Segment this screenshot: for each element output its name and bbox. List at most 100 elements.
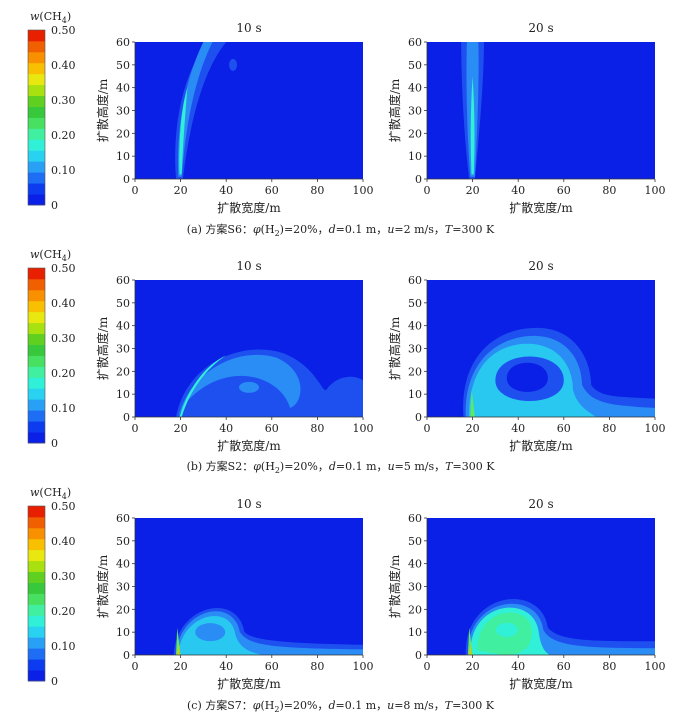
contour-region bbox=[177, 643, 180, 655]
contour-region bbox=[176, 627, 181, 655]
plot-background bbox=[135, 42, 363, 179]
y-tick-label: 50 bbox=[116, 59, 130, 72]
colorbar-tick-label: 0.50 bbox=[51, 500, 76, 513]
colorbar-swatch bbox=[28, 139, 45, 151]
caption-b: (b) 方案S2：φ(H2)=20%，d=0.1 m，u=5 m/s，T=300… bbox=[186, 460, 495, 476]
contour-blob bbox=[239, 381, 259, 393]
panel-title: 20 s bbox=[528, 497, 553, 511]
colorbar-tick-label: 0.40 bbox=[51, 59, 76, 72]
colorbar-tick-label: 0.10 bbox=[51, 402, 76, 415]
y-tick-label: 20 bbox=[116, 127, 130, 140]
colorbar-b: 0.50 0.40 0.30 0.20 0.10 0 w(CH4) bbox=[27, 248, 76, 450]
colorbar-swatch bbox=[28, 388, 45, 400]
x-tick-label: 40 bbox=[219, 660, 233, 673]
y-tick-label: 30 bbox=[116, 105, 130, 118]
contour-region bbox=[178, 354, 301, 417]
colorbar-swatch bbox=[28, 333, 45, 345]
y-tick-label: 10 bbox=[408, 626, 422, 639]
panel-title: 10 s bbox=[236, 259, 261, 273]
plot-background bbox=[427, 42, 655, 179]
colorbar-a: 0.50 0.40 0.30 0.20 0.10 0 w(CH4) bbox=[27, 10, 76, 212]
colorbar-swatch bbox=[28, 615, 45, 627]
y-tick-label: 30 bbox=[408, 105, 422, 118]
colorbar-swatch bbox=[28, 161, 45, 173]
contour-layer bbox=[175, 42, 238, 179]
x-axis-label: 扩散宽度/m bbox=[509, 438, 573, 453]
colorbar-tick-label: 0.20 bbox=[51, 129, 76, 142]
panel-b-left: 10 s 0 20 40 60 80 100 0 10 20 30 40 50 60 扩散宽度/m 扩散高度/… bbox=[95, 259, 374, 453]
y-tick-label: 40 bbox=[408, 82, 422, 95]
y-tick-label: 20 bbox=[408, 603, 422, 616]
colorbar-tick-label: 0.30 bbox=[51, 94, 76, 107]
colorbar-swatch bbox=[28, 571, 45, 583]
x-tick-label: 100 bbox=[645, 184, 666, 197]
colorbar-swatch bbox=[28, 399, 45, 411]
colorbar-swatch bbox=[28, 300, 45, 313]
y-axis-label: 扩散高度/m bbox=[387, 316, 402, 380]
panel-a-left: 10 s 0 20 40 60 80 100 0 10 20 30 40 50 60 扩散宽度/m 扩散高度/… bbox=[95, 21, 374, 215]
colorbar-swatch bbox=[28, 421, 45, 433]
contour-layer bbox=[173, 607, 363, 655]
x-tick-label: 80 bbox=[310, 422, 324, 435]
colorbar-swatch bbox=[28, 289, 45, 302]
colorbar-label: w(CH4) bbox=[30, 248, 71, 263]
colorbar-swatch bbox=[28, 527, 45, 540]
y-tick-label: 10 bbox=[116, 388, 130, 401]
y-tick-label: 0 bbox=[415, 411, 422, 424]
y-axis-label: 扩散高度/m bbox=[95, 78, 110, 142]
contour-blob bbox=[495, 622, 518, 637]
x-tick-label: 20 bbox=[466, 184, 480, 197]
colorbar-swatch bbox=[28, 604, 45, 616]
contour-region bbox=[470, 76, 475, 175]
colorbar-swatch bbox=[28, 560, 45, 573]
x-tick-label: 80 bbox=[602, 660, 616, 673]
colorbar-tick-label: 0.10 bbox=[51, 640, 76, 653]
contour-layer bbox=[465, 599, 655, 655]
y-tick-label: 40 bbox=[408, 320, 422, 333]
colorbar-tick-label: 0 bbox=[51, 437, 58, 450]
x-tick-label: 0 bbox=[424, 660, 431, 673]
y-tick-label: 40 bbox=[116, 82, 130, 95]
x-axis-label: 扩散宽度/m bbox=[509, 676, 573, 691]
colorbar-tick-label: 0.40 bbox=[51, 535, 76, 548]
x-tick-label: 40 bbox=[219, 422, 233, 435]
y-axis-label: 扩散高度/m bbox=[95, 316, 110, 380]
contour-region bbox=[468, 627, 473, 655]
x-tick-label: 60 bbox=[557, 660, 571, 673]
x-tick-label: 80 bbox=[602, 184, 616, 197]
panel-title: 20 s bbox=[528, 259, 553, 273]
contour-layer bbox=[176, 349, 363, 417]
x-tick-label: 60 bbox=[265, 184, 279, 197]
x-tick-label: 80 bbox=[310, 184, 324, 197]
caption-c: (c) 方案S7：φ(H2)=20%，d=0.1 m，u=8 m/s，T=300… bbox=[187, 699, 494, 715]
y-tick-label: 20 bbox=[408, 127, 422, 140]
x-tick-label: 20 bbox=[174, 422, 188, 435]
x-tick-label: 20 bbox=[466, 422, 480, 435]
x-tick-label: 0 bbox=[132, 660, 139, 673]
colorbar-tick-label: 0.30 bbox=[51, 332, 76, 345]
y-tick-label: 30 bbox=[408, 343, 422, 356]
x-tick-label: 0 bbox=[132, 184, 139, 197]
colorbar-swatch bbox=[28, 150, 45, 162]
y-tick-label: 60 bbox=[116, 512, 130, 525]
colorbar-frame bbox=[27, 505, 46, 682]
contour-layer bbox=[463, 327, 655, 417]
y-tick-label: 0 bbox=[123, 411, 130, 424]
x-tick-label: 100 bbox=[353, 660, 374, 673]
y-tick-label: 50 bbox=[116, 297, 130, 310]
x-axis-label: 扩散宽度/m bbox=[217, 676, 281, 691]
colorbar-label: w(CH4) bbox=[30, 486, 71, 501]
colorbar-swatch bbox=[28, 62, 45, 75]
y-tick-label: 20 bbox=[116, 365, 130, 378]
y-tick-label: 50 bbox=[408, 59, 422, 72]
x-tick-label: 60 bbox=[557, 184, 571, 197]
panel-c-right: 20 s 0 20 40 60 80 100 0 10 20 30 40 50 60 扩散宽度/m 扩散高度/… bbox=[387, 497, 666, 691]
colorbar-tick-label: 0.10 bbox=[51, 164, 76, 177]
y-tick-label: 50 bbox=[408, 297, 422, 310]
x-tick-label: 20 bbox=[466, 660, 480, 673]
y-tick-label: 50 bbox=[116, 535, 130, 548]
y-tick-label: 10 bbox=[116, 626, 130, 639]
y-tick-label: 0 bbox=[123, 649, 130, 662]
y-tick-label: 40 bbox=[116, 320, 130, 333]
